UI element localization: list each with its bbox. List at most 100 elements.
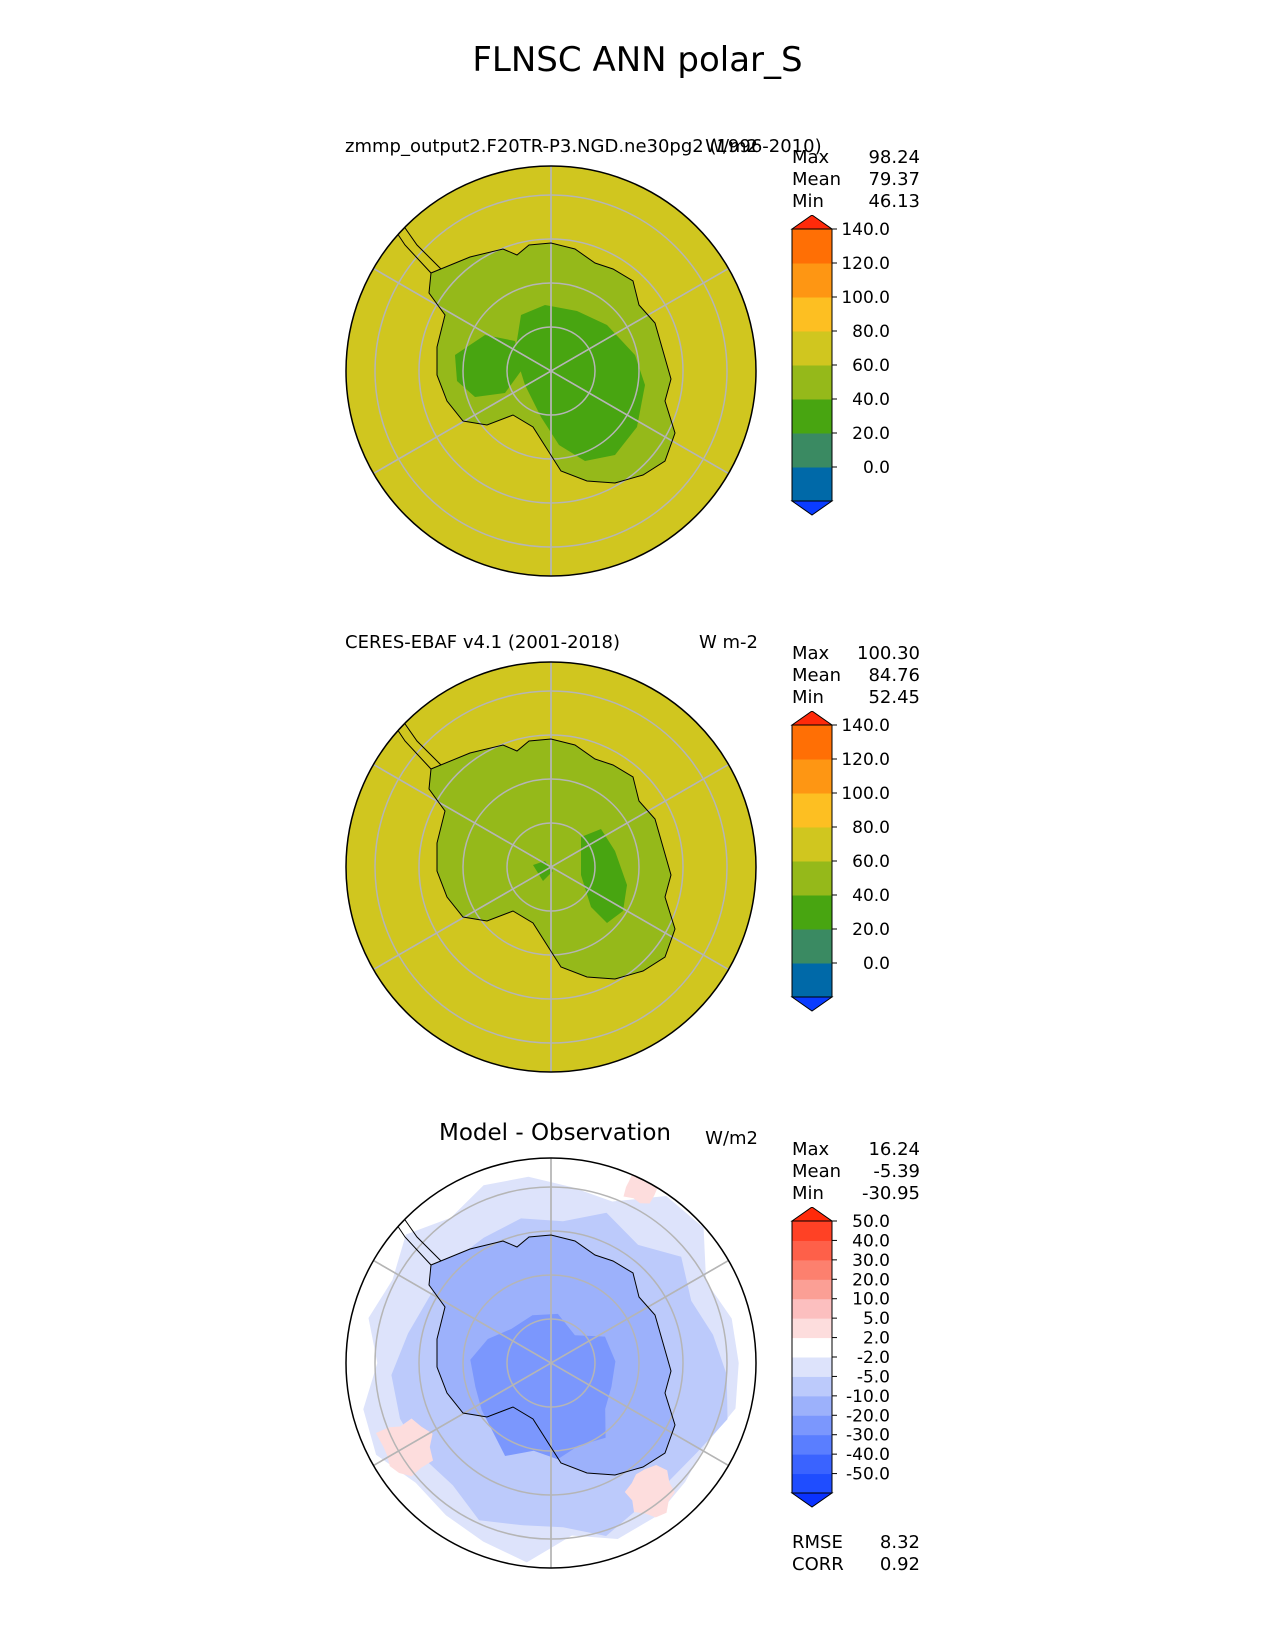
stat-label: Max [792, 1139, 830, 1160]
colorbar-extend-bottom [790, 1492, 834, 1508]
panel-model-left-title: zmmp_output2.F20TR-P3.NGD.ne30pg2 (1996-… [345, 136, 822, 157]
colorbar-tick-label: 60.0 [852, 356, 890, 376]
colorbar-tick-label: -50.0 [846, 1465, 890, 1485]
colorbar-extend-top [790, 215, 834, 230]
colorbar-tick-label: 100.0 [841, 784, 890, 804]
stat-label: Max [792, 147, 830, 168]
colorbar-band [792, 365, 832, 400]
colorbar-band [792, 793, 832, 828]
colorbar-band [792, 1298, 832, 1319]
stat-value: 8.32 [879, 1532, 920, 1553]
colorbar-band [792, 433, 832, 468]
stat-value: 0.92 [879, 1554, 920, 1575]
colorbar-tick-label: 50.0 [852, 1212, 890, 1232]
stat-value: 98.24 [868, 147, 920, 168]
colorbar-tick-label: 40.0 [852, 886, 890, 906]
longitude-gridline [550, 763, 730, 868]
stat-label: Mean [792, 665, 842, 686]
stat-value: 46.13 [868, 191, 920, 212]
stat-label: Min [792, 191, 824, 212]
panel-obs-polar-map [345, 661, 757, 1073]
panel-diff-polar-map [345, 1157, 757, 1569]
colorbar-band [792, 759, 832, 794]
longitude-gridline [550, 1362, 730, 1467]
colorbar-band [792, 929, 832, 964]
colorbar-band [792, 263, 832, 298]
longitude-gridline [550, 1259, 730, 1364]
stat-value: 84.76 [868, 665, 920, 686]
stat-value: 79.37 [868, 169, 920, 190]
colorbar-tick-label: -5.0 [857, 1367, 890, 1387]
colorbar-tick-label: -20.0 [846, 1406, 890, 1426]
diff-region [470, 1313, 616, 1460]
longitude-gridline [372, 1259, 552, 1364]
colorbar-tick-label: 10.0 [852, 1290, 890, 1310]
colorbar-band [792, 229, 832, 264]
colorbar-tick-label: 2.0 [863, 1329, 890, 1349]
colorbar-extend-bottom [790, 996, 834, 1012]
colorbar-tick-label: 20.0 [852, 1270, 890, 1290]
longitude-gridline [372, 267, 552, 372]
colorbar-band [792, 1337, 832, 1358]
colorbar-band [792, 1434, 832, 1455]
coastline [428, 242, 676, 484]
longitude-gridline [372, 1362, 552, 1467]
panel-diff-colorbar: -50.0-40.0-30.0-20.0-10.0-5.0-2.02.05.01… [790, 1207, 890, 1508]
panel-obs-units: W m-2 [698, 632, 758, 653]
stat-label: Max [792, 643, 830, 664]
longitude-gridline [550, 267, 730, 372]
longitude-gridline [550, 866, 730, 971]
colorbar-band [792, 297, 832, 332]
map-field [346, 1158, 756, 1568]
map-field [346, 662, 756, 1072]
colorbar-tick-label: 30.0 [852, 1251, 890, 1271]
colorbar-tick-label: 120.0 [841, 254, 890, 274]
colorbar-tick-label: 0.0 [863, 458, 890, 478]
stat-value: -5.39 [873, 1161, 920, 1182]
colorbar-tick-label: 140.0 [841, 220, 890, 240]
longitude-gridline [372, 866, 552, 971]
map-boundary [345, 165, 757, 577]
colorbar-extend-top [790, 711, 834, 726]
colorbar-band [792, 1376, 832, 1397]
colorbar-band [792, 1415, 832, 1436]
colorbar-band [792, 1240, 832, 1261]
stat-label: CORR [792, 1554, 844, 1575]
panel-model-units: W/m2 [705, 136, 758, 157]
land-region [515, 305, 645, 461]
stat-value: 100.30 [857, 643, 920, 664]
colorbar-band [792, 963, 832, 998]
diff-region [624, 1465, 675, 1518]
colorbar-band [792, 1473, 832, 1494]
colorbar-band [792, 1357, 832, 1377]
colorbar-tick-label: 5.0 [863, 1309, 890, 1329]
colorbar-band [792, 1221, 832, 1241]
colorbar-tick-label: 20.0 [852, 424, 890, 444]
colorbar-tick-label: -40.0 [846, 1445, 890, 1465]
colorbar-band [792, 331, 832, 366]
colorbar-tick-label: 100.0 [841, 288, 890, 308]
figure-title: FLNSC ANN polar_S [472, 40, 803, 80]
colorbar-tick-label: 140.0 [841, 716, 890, 736]
map-boundary [345, 661, 757, 1073]
stat-label: Min [792, 687, 824, 708]
longitude-gridline [550, 370, 730, 475]
colorbar-extend-top [790, 1207, 834, 1222]
colorbar-tick-label: 120.0 [841, 750, 890, 770]
colorbar-band [792, 895, 832, 930]
stat-value: 16.24 [868, 1139, 920, 1160]
stat-label: Mean [792, 1161, 842, 1182]
colorbar-band [792, 861, 832, 896]
panel-obs-left-title: CERES-EBAF v4.1 (2001-2018) [345, 632, 621, 653]
map-field [346, 166, 756, 576]
colorbar-tick-label: 60.0 [852, 852, 890, 872]
stat-label: RMSE [792, 1532, 843, 1553]
colorbar-tick-label: -10.0 [846, 1387, 890, 1407]
colorbar-tick-label: -30.0 [846, 1426, 890, 1446]
colorbar-tick-label: 40.0 [852, 390, 890, 410]
land-region [455, 335, 521, 397]
colorbar-band [792, 467, 832, 502]
colorbar-band [792, 1279, 832, 1300]
colorbar-tick-label: 0.0 [863, 954, 890, 974]
